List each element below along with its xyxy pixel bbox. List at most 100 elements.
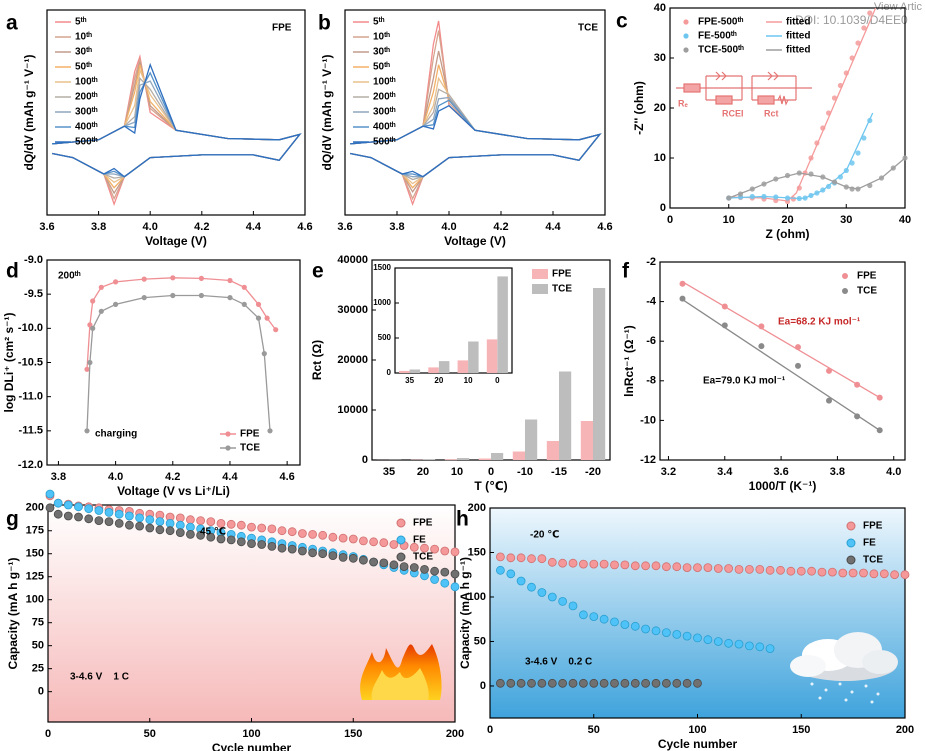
x-tick-label: 20 [434,376,443,385]
bar [486,339,498,373]
fit-line [682,281,881,399]
data-point [63,500,73,510]
data-point [155,517,165,526]
data-point [589,678,599,688]
data-point [98,308,104,314]
data-point [135,521,145,531]
data-point [516,678,526,688]
bar [512,451,525,460]
data-point [175,513,185,523]
legend-label: 30ᵗʰ [75,47,92,58]
data-point [721,303,728,310]
data-point [506,553,516,563]
data-point [745,565,754,574]
data-point [227,277,233,284]
annotation: 3-4.6 V 0.2 C [525,657,592,668]
data-point [662,678,671,688]
data-point [599,678,609,688]
legend-label: fitted [786,17,810,28]
data-point [53,509,63,519]
data-point [297,529,307,538]
bar [468,341,479,373]
data-point [495,552,505,562]
data-point [358,536,368,546]
data-point [721,322,728,329]
data-point [369,537,379,547]
legend-label: TCE-500ᵗʰ [698,45,744,56]
x-tick-label: 3.4 [717,466,733,478]
y-tick-label: 150 [468,546,486,558]
data-point [90,325,96,331]
data-point [579,559,588,569]
data-point [338,533,348,543]
data-point [185,522,195,532]
data-point [430,566,440,576]
legend-swatch [396,518,406,528]
bar [525,419,538,460]
x-tick-label: 3.2 [661,466,676,478]
series-line [350,104,602,178]
y-tick-label: 200 [26,502,44,514]
data-point [450,582,460,592]
bar [423,459,436,460]
data-point [610,678,619,688]
legend-label: FPE [857,271,877,282]
data-point [287,544,297,554]
bar [428,367,439,373]
series-line [86,277,277,370]
x-tick-label: 150 [792,724,810,736]
data-point [506,569,516,579]
y-tick-label: -12 [640,454,656,466]
data-point [277,543,287,553]
data-point [198,292,204,299]
data-point [287,527,297,537]
x-tick-label: 35 [405,376,414,385]
data-point [440,567,450,577]
legend-label: FE [413,535,426,546]
data-point [693,678,702,688]
data-point [651,626,661,636]
y-axis-title: dQ/dV (mAh g⁻¹ V⁻¹) [22,55,36,171]
data-point [537,554,547,564]
legend-swatch [532,284,548,294]
x-tick-label: 20 [781,214,793,226]
legend-swatch [396,535,406,545]
data-point [599,559,609,569]
data-point [53,498,63,508]
circuit-inset [676,71,812,106]
legend-label: FPE-500ᵗʰ [698,17,744,28]
data-point [537,678,547,688]
data-point [547,678,557,688]
data-point [838,568,848,578]
data-point [318,530,328,540]
data-point [379,558,389,568]
legend-swatch [846,555,856,565]
x-tick-label: 40 [899,214,911,226]
y-tick-label: 100 [468,591,486,603]
watermark: View Artic [874,1,923,13]
x-tick-label: 4.2 [493,221,508,233]
x-tick-label: 4.4 [222,471,238,483]
data-point [114,509,124,519]
legend-label: 50ᵗʰ [75,62,92,73]
data-point [568,601,578,611]
data-point [579,678,588,688]
y-axis-title: -Z'' (ohm) [632,81,646,135]
data-point [527,554,536,564]
data-point [338,553,348,562]
x-tick-label: 3.8 [830,466,845,478]
data-point [693,563,702,572]
data-point [450,547,460,557]
legend-swatch [683,47,689,53]
data-point [84,366,90,372]
data-point [859,568,868,578]
legend-swatch [225,445,231,451]
x-tick-label: 3.6 [39,221,54,233]
data-point [828,567,837,577]
y-axis-title: dQ/dV (mAh g⁻¹ V⁻¹) [320,55,334,171]
x-tick-label: 4.6 [297,221,312,233]
panel-letter: a [6,12,18,35]
bar [593,288,606,460]
bar [478,458,491,460]
y-tick-label: 150 [26,548,44,560]
